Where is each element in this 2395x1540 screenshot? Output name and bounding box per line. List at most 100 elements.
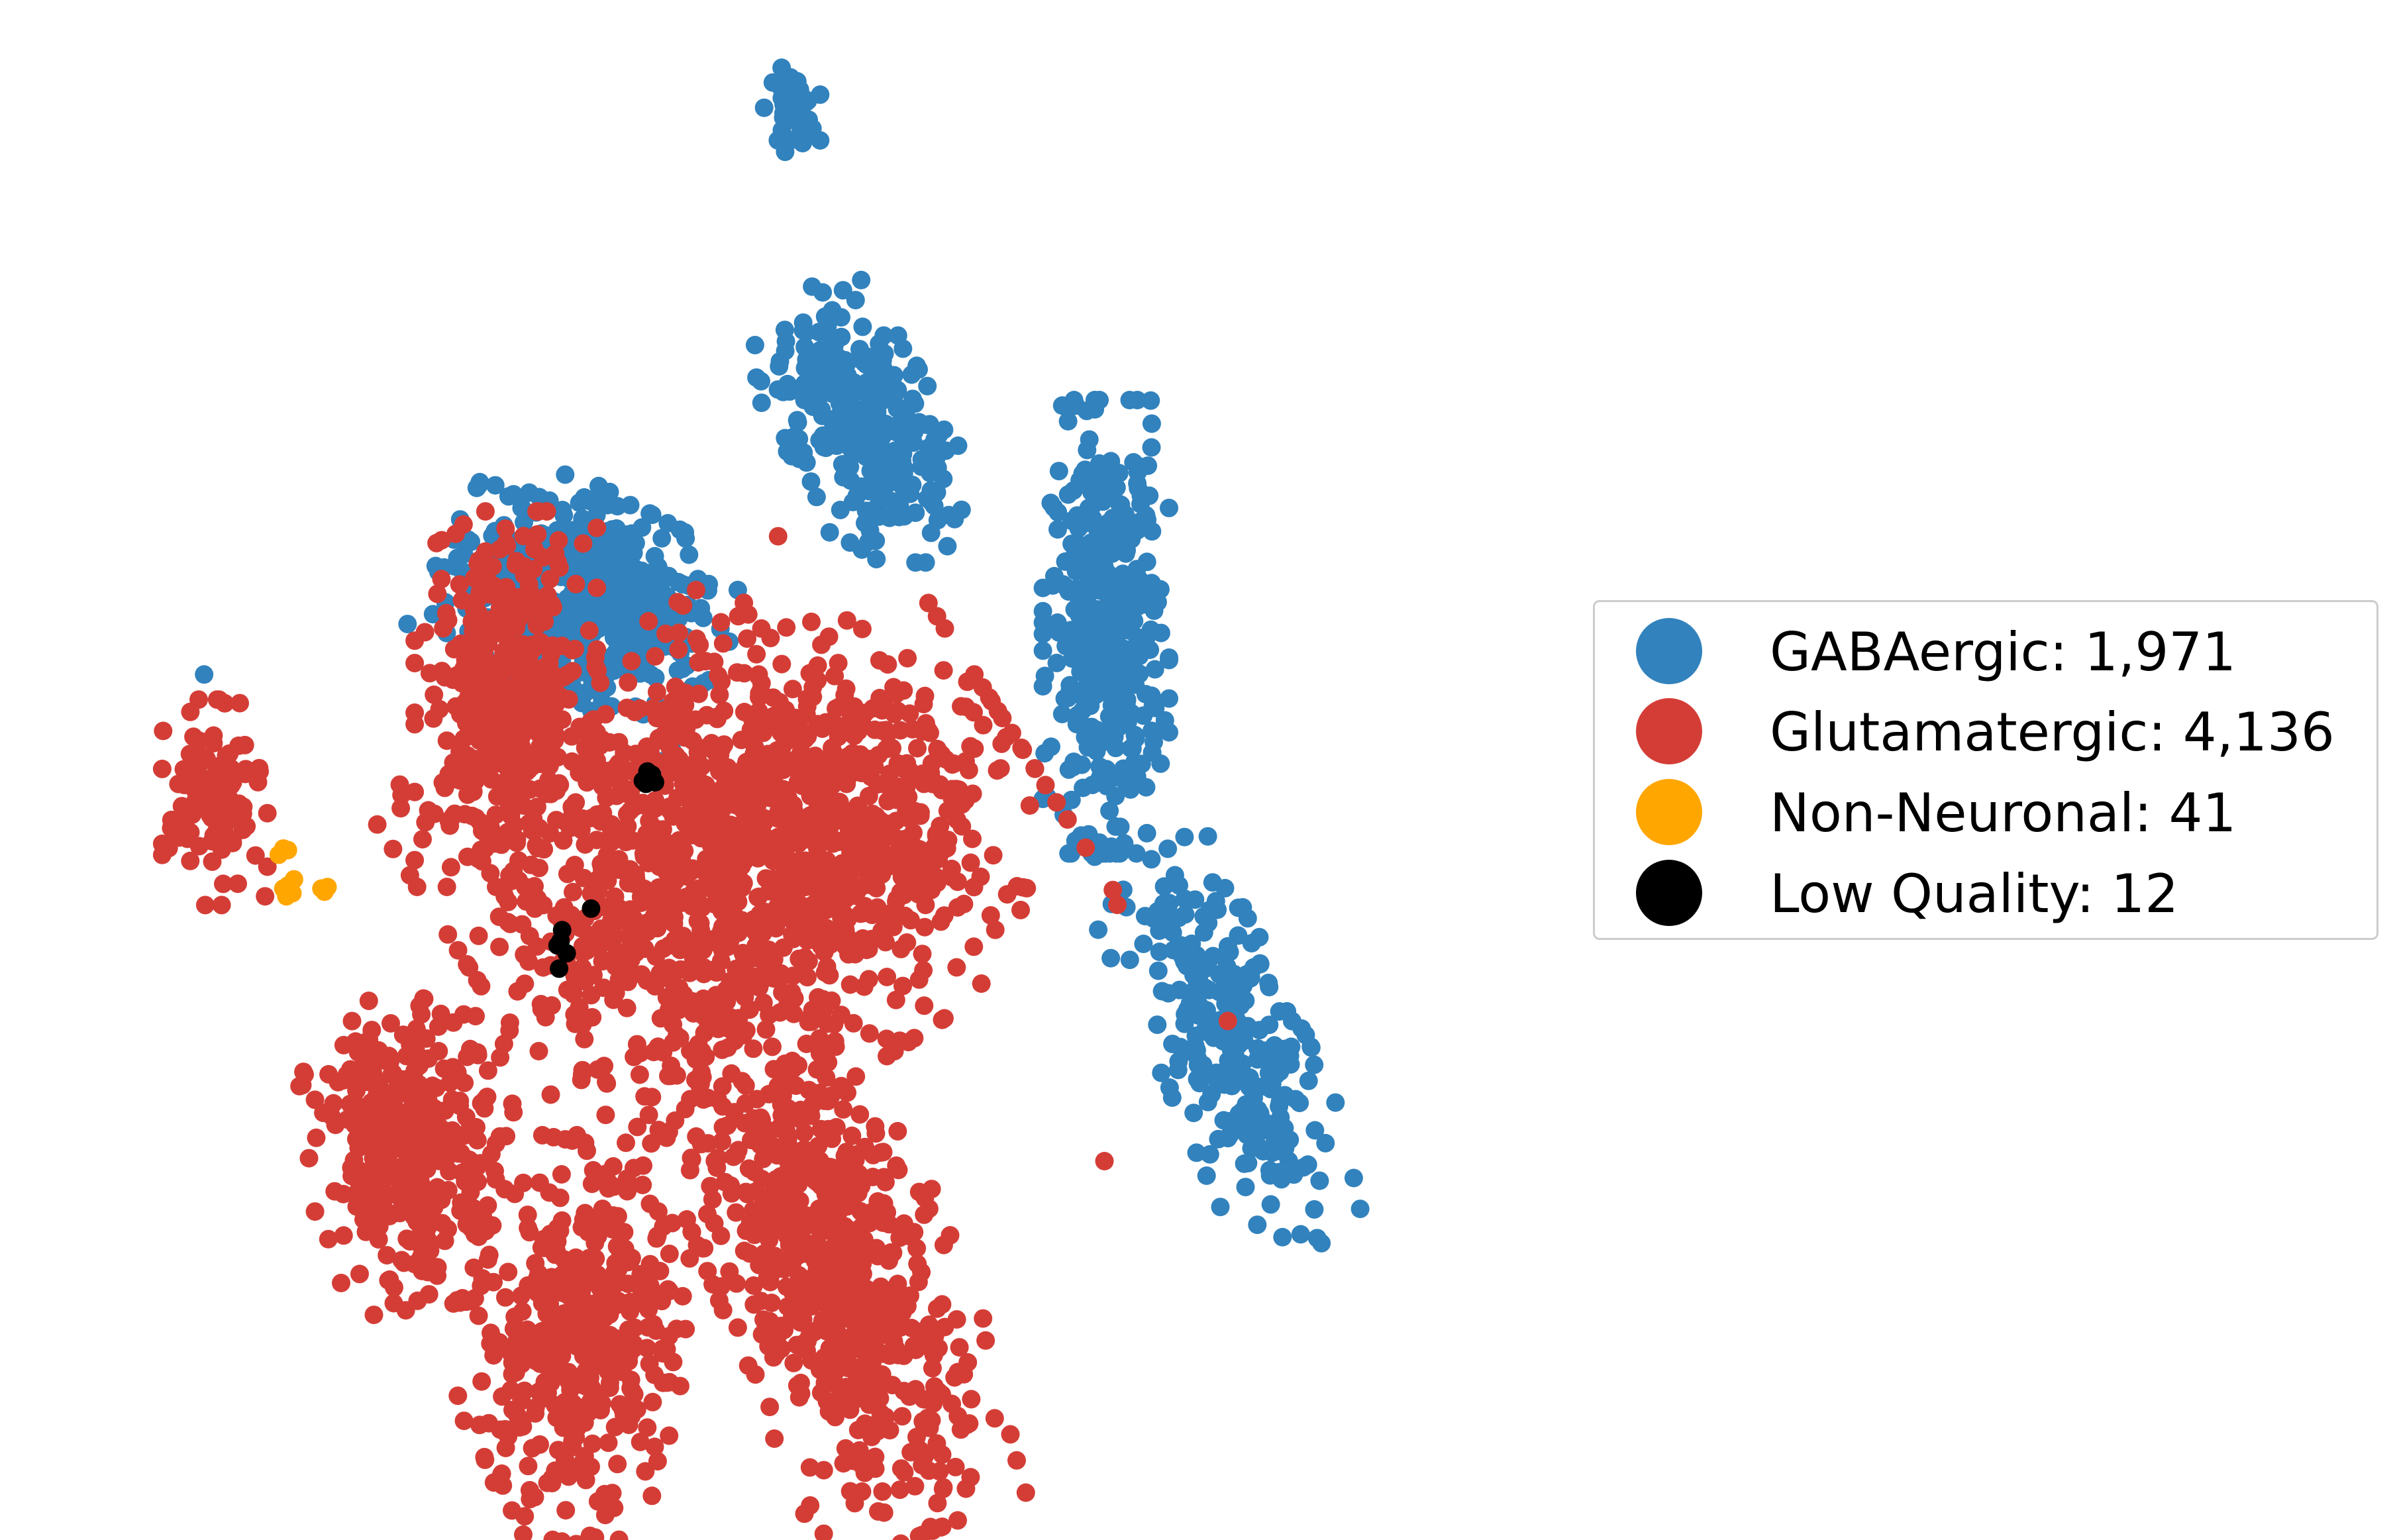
glutamatergic-point-1220 [530, 858, 548, 878]
glutamatergic-point-102 [582, 986, 601, 1005]
glutamatergic-point-2709 [713, 1117, 733, 1137]
glutamatergic-point-2399 [576, 1470, 595, 1490]
glutamatergic-point-1002 [689, 684, 708, 703]
glutamatergic-point-1955 [359, 992, 378, 1010]
gabaergic-point-963 [1106, 787, 1125, 805]
glutamatergic-point-1295 [679, 761, 698, 780]
glutamatergic-point-1433 [565, 856, 584, 874]
glutamatergic-point-2132 [369, 1230, 388, 1249]
glutamatergic-point-2698 [873, 1482, 892, 1501]
glutamatergic-point-843 [793, 730, 812, 749]
glutamatergic-point-1279 [722, 764, 741, 784]
glutamatergic-point-3297 [808, 1248, 827, 1267]
gabaergic-point-1479 [1211, 1198, 1230, 1217]
glutamatergic-point-2151 [454, 1126, 474, 1145]
glutamatergic-point-1988 [305, 1090, 325, 1109]
glutamatergic-point-2051 [464, 1258, 484, 1277]
glutamatergic-point-955 [934, 661, 953, 680]
glutamatergic-point-684 [669, 640, 688, 659]
glutamatergic-point-1669 [432, 570, 451, 589]
glutamatergic-point-3289 [874, 1213, 893, 1232]
glutamatergic-point-2182 [428, 1178, 447, 1197]
glutamatergic-point-2319 [519, 1218, 538, 1237]
gabaergic-point-1124 [1121, 780, 1140, 799]
glutamatergic-point-1231 [708, 828, 727, 847]
glutamatergic-point-738 [519, 952, 538, 971]
glutamatergic-point-2149 [423, 1076, 442, 1096]
gabaergic-point-1370 [1305, 1121, 1325, 1140]
gabaergic-point-1226 [1099, 707, 1119, 726]
glutamatergic-point-2184 [385, 1278, 403, 1297]
glutamatergic-point-1194 [905, 1029, 924, 1048]
glutamatergic-point-1246 [678, 812, 697, 831]
glutamatergic-point-3256 [754, 1244, 774, 1263]
gabaergic-point-1384 [1115, 834, 1134, 853]
gabaergic-point-1064 [1058, 485, 1078, 504]
glutamatergic-point-2556 [566, 1334, 586, 1353]
glutamatergic-point-2542 [580, 1249, 599, 1268]
glutamatergic-point-1013 [984, 846, 1003, 865]
glutamatergic-point-1268 [717, 918, 737, 937]
glutamatergic-point-3204 [872, 1406, 891, 1425]
glutamatergic-point-1292 [772, 723, 791, 743]
glutamatergic-point-1810 [229, 874, 247, 894]
glutamatergic-point-2565 [574, 1451, 593, 1470]
glutamatergic-point-3179 [768, 1146, 787, 1165]
gabaergic-point-882 [810, 431, 829, 450]
glutamatergic-point-3173 [711, 1012, 730, 1031]
gabaergic-point-720 [867, 550, 886, 569]
gabaergic-point-1206 [1160, 689, 1178, 708]
glutamatergic-point-1541 [445, 804, 464, 823]
glutamatergic-point-2456 [484, 1272, 503, 1292]
glutamatergic-point-2570 [600, 1374, 619, 1392]
glutamatergic-point-1259 [961, 853, 980, 872]
glutamatergic-point-1718 [468, 662, 487, 681]
glutamatergic-point-3094 [705, 1213, 724, 1233]
glutamatergic-point-1203 [614, 759, 633, 778]
gabaergic-point-816 [832, 327, 851, 346]
glutamatergic-point-2841 [701, 1176, 720, 1196]
glutamatergic-point-1632 [586, 648, 605, 667]
gabaergic-point-968 [1100, 801, 1119, 821]
glutamatergic-point-1627 [542, 595, 562, 614]
glutamatergic-point-3160 [767, 1343, 786, 1362]
gabaergic-point-767 [909, 360, 928, 379]
gabaergic-point-1477 [1305, 1055, 1324, 1074]
glutamatergic-point-1034 [458, 955, 477, 974]
gabaergic-point-1251 [1090, 757, 1109, 776]
glutamatergic-point-1198 [785, 715, 804, 735]
glutamatergic-point-2382 [609, 1530, 629, 1540]
glutamatergic-point-1626 [405, 654, 425, 673]
glutamatergic-point-2522 [644, 1315, 663, 1334]
glutamatergic-point-3242 [874, 1503, 893, 1522]
glutamatergic-point-512 [783, 680, 802, 699]
glutamatergic-point-1222 [752, 820, 771, 839]
gabaergic-point-815 [885, 386, 904, 405]
glutamatergic-point-2338 [608, 1455, 627, 1474]
gabaergic-point-1276 [1078, 576, 1097, 595]
glutamatergic-point-515 [991, 759, 1010, 778]
glutamatergic-point-2185 [393, 1193, 412, 1212]
glutamatergic-point-3339 [380, 1143, 399, 1162]
gabaergic-point-1061 [1058, 412, 1078, 431]
gabaergic-point-886 [809, 382, 828, 401]
gabaergic-point-1576 [1248, 1100, 1268, 1119]
gabaergic-point-1093 [1145, 660, 1164, 679]
glutamatergic-point-3040 [736, 1094, 755, 1113]
glutamatergic-point-743 [391, 799, 411, 818]
glutamatergic-point-3148 [752, 1170, 772, 1188]
glutamatergic-point-1051 [754, 905, 773, 924]
glutamatergic-point-3295 [884, 1332, 903, 1351]
glutamatergic-point-1079 [818, 761, 837, 780]
glutamatergic-point-1475 [458, 847, 477, 866]
gabaergic-point-1261 [1094, 492, 1113, 511]
glutamatergic-point-1185 [691, 913, 710, 933]
gabaergic-point-1474 [1312, 1233, 1331, 1253]
glutamatergic-point-1327 [437, 731, 456, 750]
glutamatergic-point-241 [763, 1037, 782, 1056]
glutamatergic-point-2491 [519, 1457, 538, 1476]
gabaergic-point-1519 [1243, 1080, 1262, 1100]
gabaergic-point-1556 [1162, 1088, 1182, 1107]
gabaergic-point-1304 [1115, 600, 1135, 619]
glutamatergic-point-2187 [410, 1161, 429, 1180]
